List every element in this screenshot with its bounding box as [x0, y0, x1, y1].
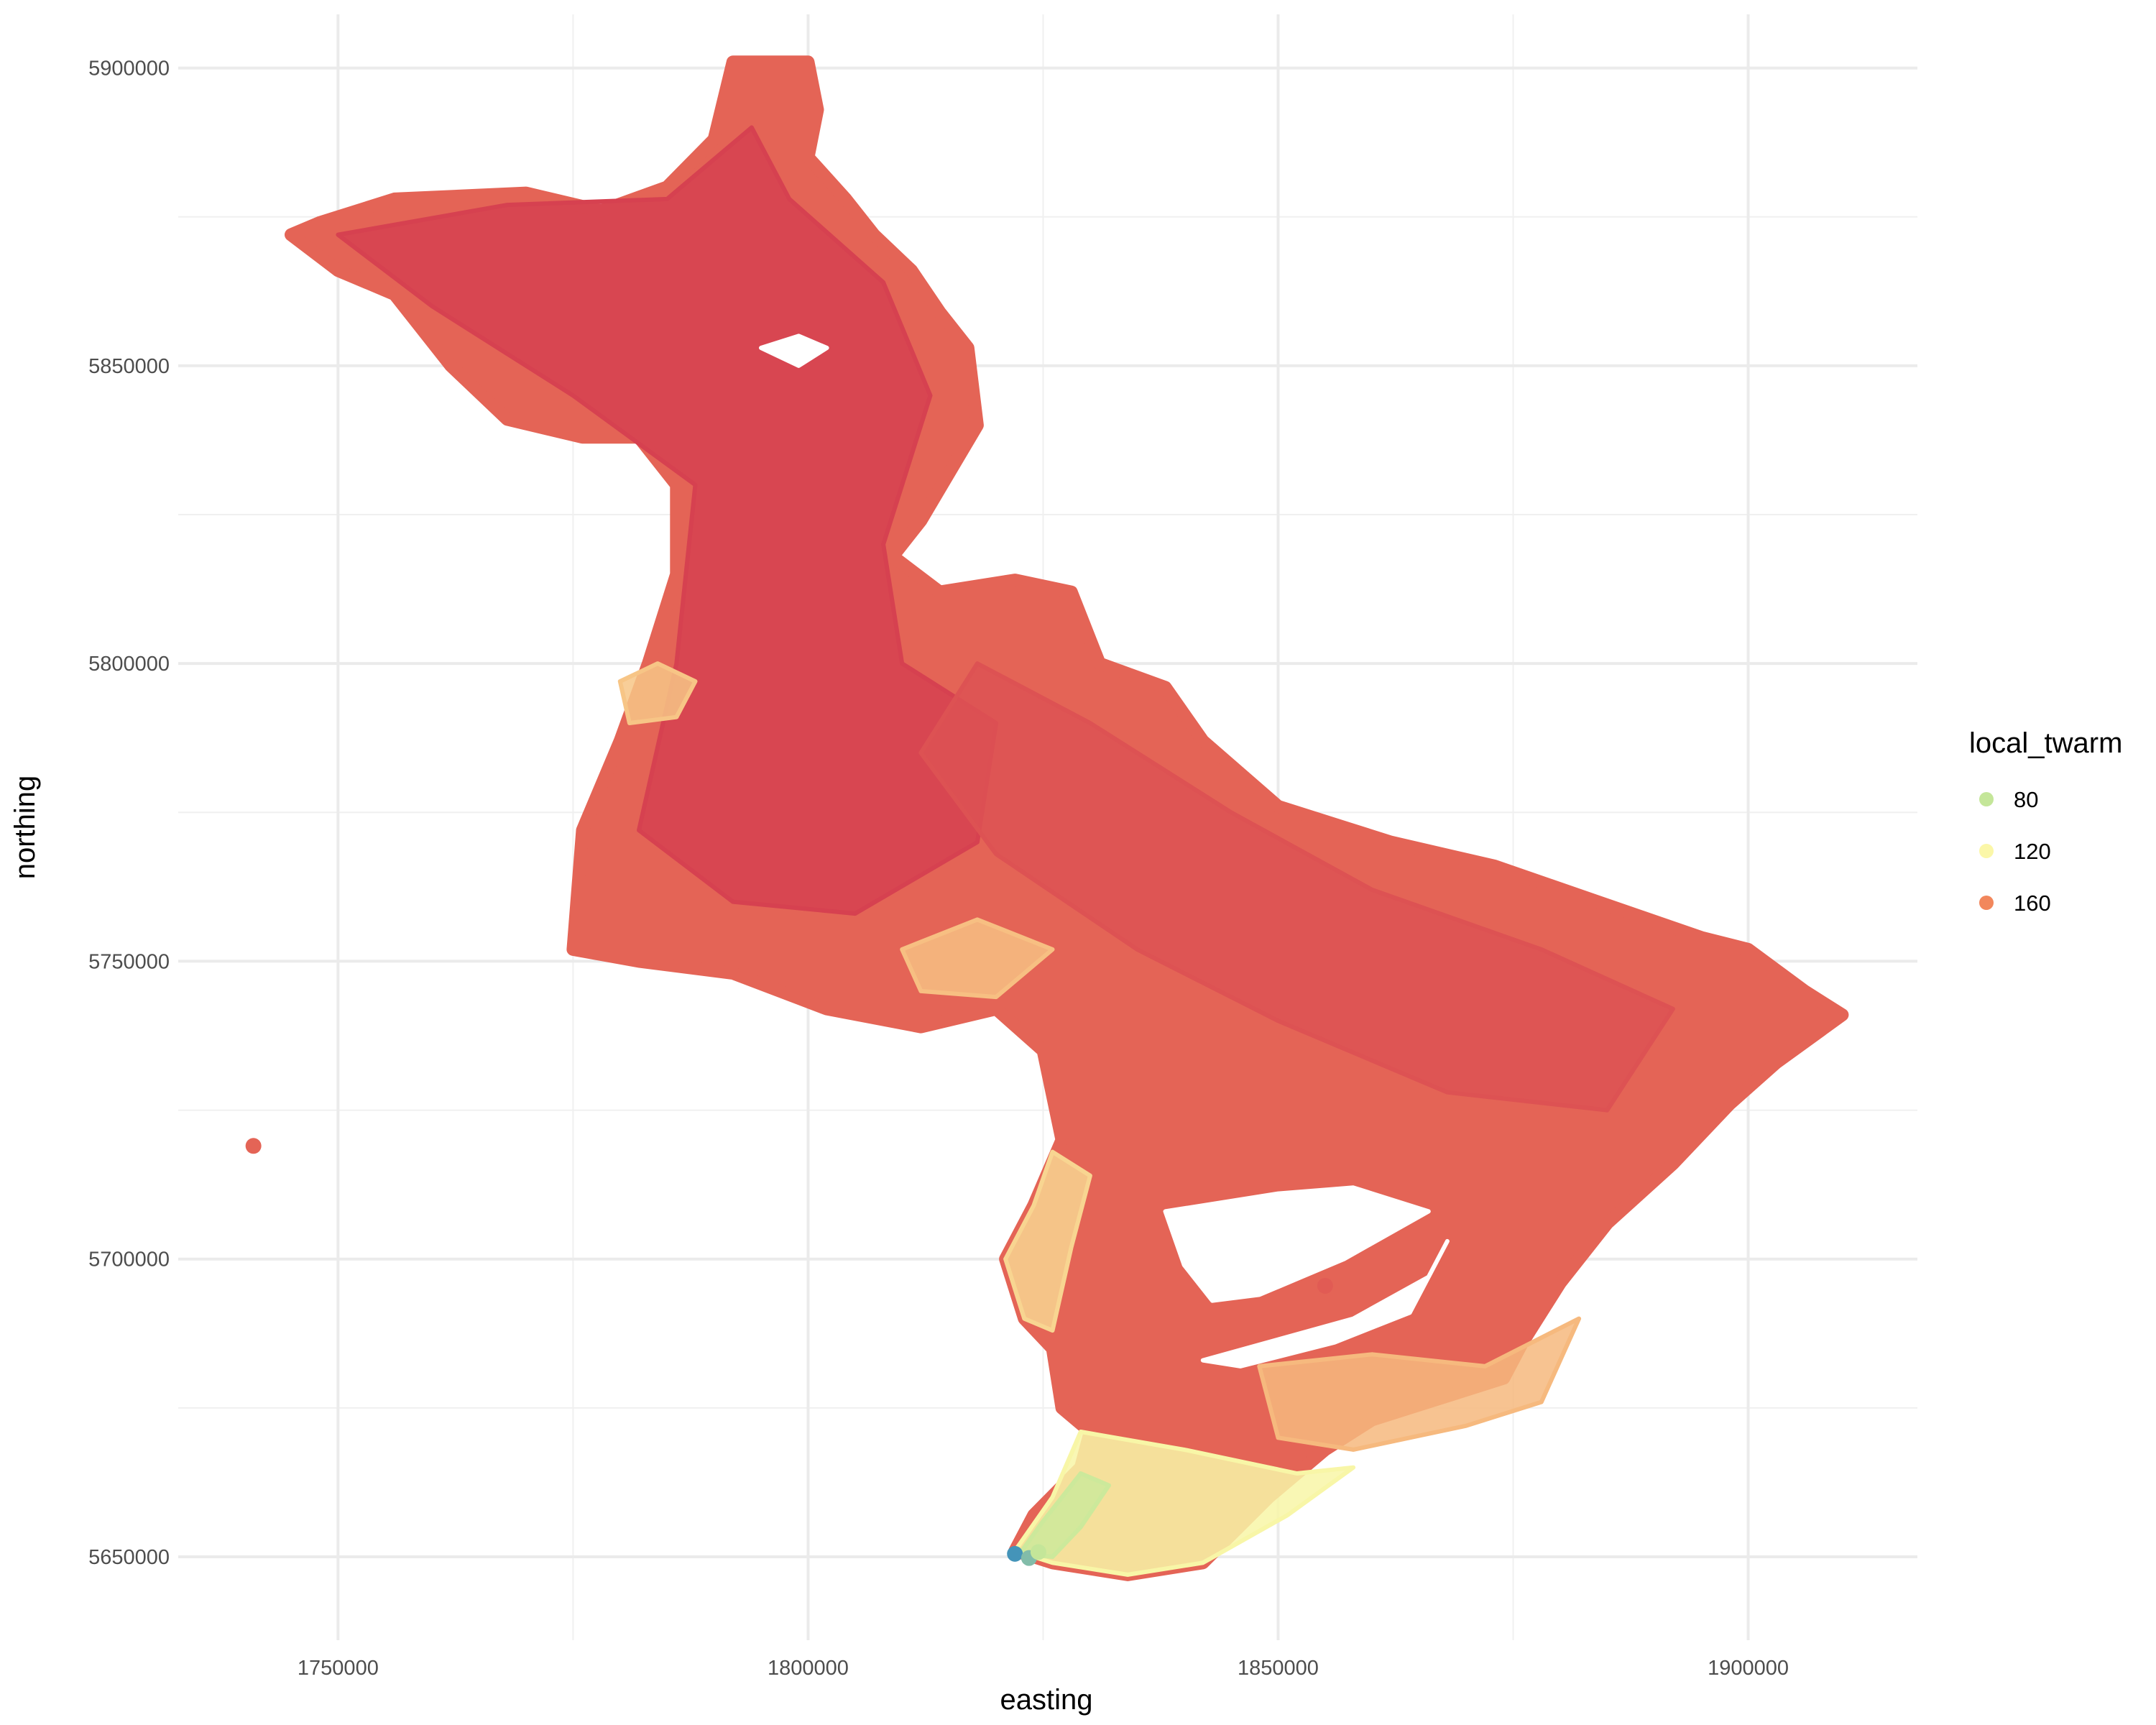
- legend-label-80: 80: [2014, 787, 2038, 812]
- data-regions: [285, 55, 1849, 1581]
- y-tick-label-5: 5900000: [88, 58, 170, 80]
- data-point-0: [245, 1138, 262, 1154]
- y-axis-title: northing: [9, 776, 41, 880]
- y-tick-label-4: 5850000: [88, 355, 170, 378]
- y-tick-label-2: 5750000: [88, 950, 170, 973]
- region-yellow-patch-center: [900, 917, 1055, 1000]
- y-tick-label-0: 5650000: [88, 1546, 170, 1569]
- x-tick-label-1: 1800000: [768, 1657, 849, 1680]
- data-point-2: [1007, 1545, 1023, 1562]
- y-tick-label-1: 5700000: [88, 1248, 170, 1271]
- legend-label-120: 120: [2014, 839, 2051, 864]
- region-yellow-patch-west: [617, 661, 698, 725]
- hole-inner-gap-east: [1163, 1185, 1431, 1303]
- x-tick-label-3: 1900000: [1708, 1657, 1789, 1680]
- legend-key-160: [1979, 896, 1994, 910]
- legend: local_twarm 80 120 160: [1969, 727, 2122, 916]
- data-point-1: [1317, 1278, 1333, 1294]
- legend-key-120: [1979, 844, 1994, 858]
- x-tick-label-0: 1750000: [298, 1657, 379, 1680]
- y-axis-ticks: 5650000 5700000 5750000 5800000 5850000 59000…: [88, 58, 170, 1569]
- region-south-green: [1017, 1471, 1111, 1559]
- x-tick-label-2: 1850000: [1238, 1657, 1319, 1680]
- region-south-yellow: [1013, 1430, 1356, 1577]
- legend-title: local_twarm: [1969, 727, 2122, 759]
- region-central-red: [918, 661, 1675, 1113]
- x-axis-ticks: 1750000 1800000 1850000 1900000: [298, 1657, 1789, 1680]
- hole-north-gap: [759, 334, 829, 368]
- legend-label-160: 160: [2014, 891, 2051, 916]
- x-axis-title: easting: [1000, 1684, 1093, 1716]
- data-point-4: [1030, 1544, 1046, 1560]
- data-points: [245, 1138, 1333, 1566]
- y-tick-label-3: 5800000: [88, 653, 170, 676]
- legend-key-80: [1979, 792, 1994, 806]
- hole-inner-gap-south: [1200, 1238, 1450, 1368]
- region-west-fringe-light: [1003, 1149, 1092, 1333]
- region-south-lobe-east: [1257, 1316, 1582, 1452]
- legend-entries: 80 120 160: [1979, 787, 2051, 916]
